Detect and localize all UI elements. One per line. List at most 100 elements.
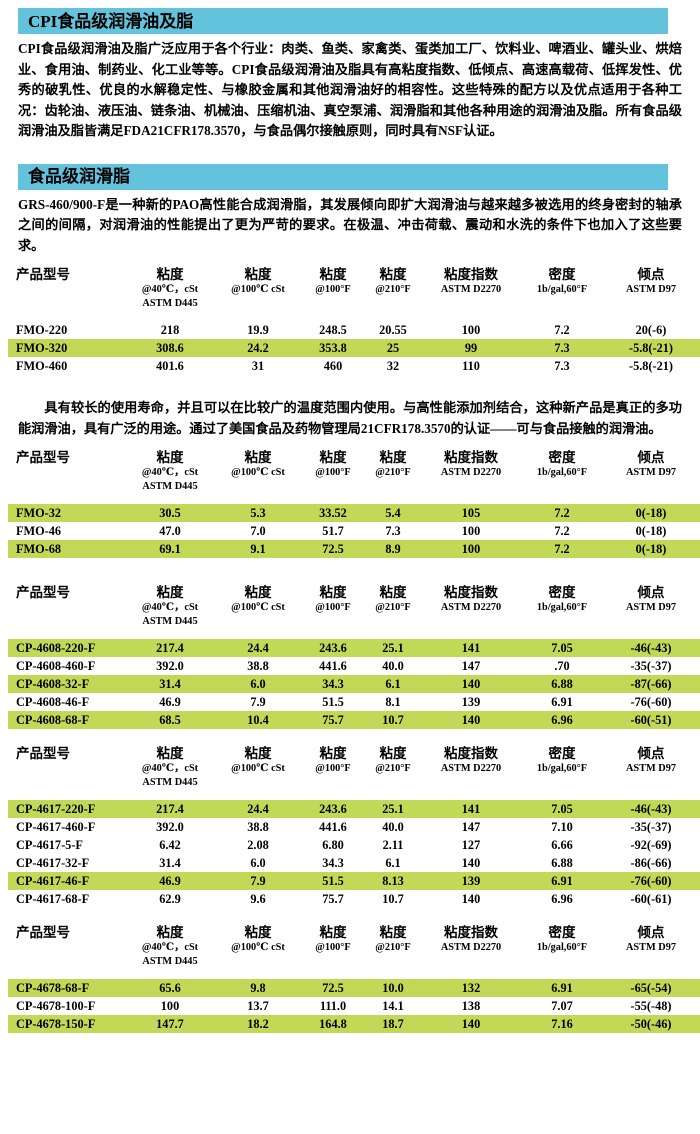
spacer-after-para-1 xyxy=(0,142,700,164)
cell-value: 10.4 xyxy=(214,711,302,729)
col-header-sub: @210°F xyxy=(375,467,411,478)
col-header-viscosity-210f: 粘度 @210°F xyxy=(364,266,422,311)
cell-value: 33.52 xyxy=(302,504,364,522)
section-header-cpi-food-grade: CPI食品级润滑油及脂 xyxy=(18,8,668,34)
col-header-density: 密度 1b/gal,60°F xyxy=(520,584,604,629)
table-row: CP-4608-460-F 392.0 38.8 441.6 40.0 147 .70 -35… xyxy=(8,657,700,675)
table-row: CP-4617-32-F 31.4 6.0 34.3 6.1 140 6.88 -86(-66… xyxy=(8,854,700,872)
col-header-viscosity-100f: 粘度 @100°F xyxy=(302,449,364,494)
col-header-model: 产品型号 xyxy=(8,449,126,494)
cell-value: 38.8 xyxy=(247,659,269,673)
table-gap-row xyxy=(8,629,700,639)
cell-value: 425(218) xyxy=(698,339,700,357)
cell-value: 14.1 xyxy=(382,999,404,1013)
col-header-pour-point: 倾点 ASTM D97 xyxy=(604,266,698,311)
col-header-main: 密度 xyxy=(548,267,576,282)
col-header-model: 产品型号 xyxy=(8,266,126,311)
cell-value: 72.5 xyxy=(302,979,364,997)
cell-value: 147 xyxy=(461,659,481,673)
spec-table-cp-4678: 产品型号 粘度 @40℃，cSt ASTM D445 粘度 @100℃ cSt … xyxy=(8,924,700,1033)
col-header-sub: ASTM D2270 xyxy=(440,284,502,295)
cell-value: 0(-18) xyxy=(604,540,698,558)
cell-value: 6.91 xyxy=(551,695,573,709)
cell-value: 248.5 xyxy=(319,323,347,337)
cell-value: 25 xyxy=(364,339,422,357)
cell-value: 62.9 xyxy=(159,892,181,906)
cell-value: 510(265) xyxy=(698,1015,700,1033)
cell-value: 100 xyxy=(461,524,481,538)
col-header-main: 粘度 xyxy=(379,267,407,282)
col-header-main: 粘度 xyxy=(319,746,347,761)
cell-product-model: CP-4617-68-F xyxy=(16,892,90,906)
cell-value: 8.9 xyxy=(364,540,422,558)
section-title: 食品级润滑脂 xyxy=(28,167,130,186)
cell-value: 127 xyxy=(461,838,481,852)
cell-value: 0(-18) xyxy=(635,524,667,538)
cell-value: 19.9 xyxy=(247,323,269,337)
col-header-main: 粘度 xyxy=(379,925,407,940)
col-header-viscosity-100f: 粘度 @100°F xyxy=(302,924,364,969)
cell-value: 100 xyxy=(422,540,520,558)
col-header-main: 粘度 xyxy=(244,925,272,940)
col-header-sub: ASTM D2270 xyxy=(440,942,502,953)
spec-table-cp-4617: 产品型号 粘度 @40℃，cSt ASTM D445 粘度 @100℃ cSt … xyxy=(8,745,700,908)
table-gap-row xyxy=(8,790,700,800)
cell-value: -35(-37) xyxy=(630,659,672,673)
cell-product-model: CP-4608-220-F xyxy=(8,639,126,657)
cell-product-model: CP-4608-46-F xyxy=(16,695,90,709)
col-header-viscosity-40c: 粘度 @40℃，cSt ASTM D445 xyxy=(126,584,214,629)
cell-value: 519(268) xyxy=(698,711,700,729)
cell-value: 25.1 xyxy=(364,639,422,657)
table-head: 产品型号 粘度 @40℃，cSt ASTM D445 粘度 @100℃ cSt … xyxy=(8,449,700,494)
cell-value: 2.11 xyxy=(382,838,404,852)
cell-value: -65(-54) xyxy=(604,979,698,997)
col-header-sub: @40℃，cSt xyxy=(141,602,199,613)
table-wrapper-fmo-light: 产品型号 粘度 @40℃，cSt ASTM D445 粘度 @100℃ cSt … xyxy=(8,449,700,558)
cell-value: 5.4 xyxy=(364,504,422,522)
col-header-viscosity-100f: 粘度 @100°F xyxy=(302,584,364,629)
table-wrapper-cp-4617: 产品型号 粘度 @40℃，cSt ASTM D445 粘度 @100℃ cSt … xyxy=(8,745,700,908)
cell-value: 218 xyxy=(160,323,180,337)
cell-value: -55(-48) xyxy=(630,999,672,1013)
cell-value: -86(-66) xyxy=(630,856,672,870)
spacer-before-table-1 xyxy=(0,256,700,266)
cell-value: 460 xyxy=(323,359,343,373)
cell-value: 40.0 xyxy=(382,659,404,673)
cell-value: 68.5 xyxy=(126,711,214,729)
cell-value: 6.80 xyxy=(322,838,344,852)
cell-value: 31.4 xyxy=(126,675,214,693)
cell-value: 138 xyxy=(461,999,481,1013)
col-header-viscosity-index: 粘度指数 ASTM D2270 xyxy=(422,266,520,311)
cell-value: 40.0 xyxy=(382,820,404,834)
col-header-sub2: ASTM D445 xyxy=(142,481,198,492)
cell-product-model: FMO-460 xyxy=(16,359,68,373)
cell-value: 18.2 xyxy=(214,1015,302,1033)
col-header-sub2: ASTM D445 xyxy=(142,956,198,967)
col-header-main: 倾点 xyxy=(637,925,665,940)
col-header-model: 产品型号 xyxy=(8,745,126,790)
table-row: CP-4678-68-F 65.6 9.8 72.5 10.0 132 6.91 -65(-5… xyxy=(8,979,700,997)
cell-value: 514(268) xyxy=(698,872,700,890)
cell-value: 7.3 xyxy=(554,359,570,373)
cell-value: 8.1 xyxy=(385,695,401,709)
col-header-viscosity-210f: 粘度 @210°F xyxy=(364,449,422,494)
col-header-sub: 1b/gal,60°F xyxy=(536,467,588,478)
cell-value: 46.9 xyxy=(159,695,181,709)
spacer-before-table-2 xyxy=(0,439,700,449)
cell-value: 525(274) xyxy=(698,979,700,997)
col-header-sub: 1b/gal,60°F xyxy=(536,763,588,774)
table-head: 产品型号 粘度 @40℃，cSt ASTM D445 粘度 @100℃ cSt … xyxy=(8,266,700,311)
cell-value: 7.10 xyxy=(551,820,573,834)
col-header-main: 粘度 xyxy=(244,746,272,761)
cell-value: 7.05 xyxy=(520,800,604,818)
col-header-main: 粘度 xyxy=(379,450,407,465)
cell-value: 7.3 xyxy=(385,524,401,538)
cell-value: 38.8 xyxy=(247,820,269,834)
cell-value: 441.6 xyxy=(319,659,347,673)
col-header-model: 产品型号 xyxy=(8,924,126,969)
cell-value: 9.6 xyxy=(250,892,266,906)
cell-value: 6.88 xyxy=(551,856,573,870)
cell-value: 75.7 xyxy=(302,711,364,729)
